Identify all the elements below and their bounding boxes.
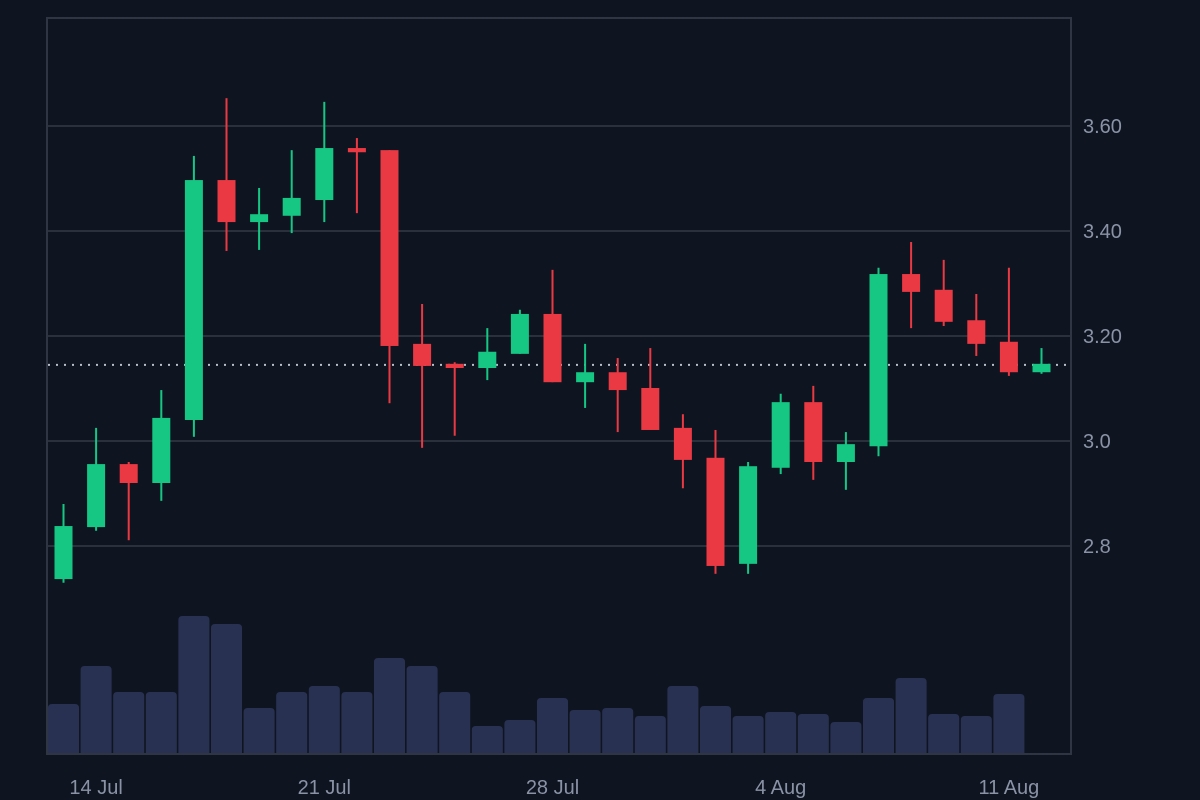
volume-bar: [863, 698, 894, 754]
x-axis-tick-label: 14 Jul: [69, 777, 122, 799]
candle-up[interactable]: [771, 393, 790, 475]
volume-bars: [48, 616, 1025, 754]
volume-bar: [700, 706, 731, 754]
candle-down[interactable]: [608, 358, 627, 433]
volume-bar: [537, 698, 568, 754]
candle-down[interactable]: [641, 348, 660, 430]
y-axis-tick-label: 2.8: [1083, 536, 1111, 558]
candle-up[interactable]: [739, 462, 758, 574]
candle-up[interactable]: [184, 155, 203, 437]
volume-bar: [797, 714, 829, 754]
candle-up[interactable]: [315, 101, 334, 223]
volume-bar: [80, 666, 112, 754]
y-axis-tick-label: 3.60: [1083, 116, 1122, 138]
volume-bar: [602, 708, 634, 754]
candle-up[interactable]: [54, 504, 73, 583]
volume-bar: [243, 708, 275, 754]
volume-bar: [471, 726, 503, 754]
candle-down[interactable]: [673, 414, 692, 489]
candle-down[interactable]: [902, 242, 921, 329]
volume-bar: [667, 686, 699, 754]
candle-up[interactable]: [1032, 348, 1051, 374]
volume-bar: [178, 616, 210, 754]
x-axis-tick-label: 4 Aug: [755, 777, 806, 799]
volume-bar: [830, 722, 862, 754]
candle-down[interactable]: [413, 303, 432, 448]
candle-down[interactable]: [543, 269, 562, 383]
candle-up[interactable]: [250, 187, 269, 250]
candle-up[interactable]: [478, 328, 497, 381]
volume-bar: [145, 692, 177, 754]
y-axis-tick-label: 3.0: [1083, 431, 1111, 453]
candle-down[interactable]: [706, 429, 725, 574]
candle-down[interactable]: [804, 385, 823, 480]
volume-bar: [439, 692, 471, 754]
candle-up[interactable]: [87, 427, 106, 531]
candle-up[interactable]: [836, 432, 855, 490]
volume-bar: [569, 710, 601, 754]
x-axis-tick-label: 11 Aug: [978, 777, 1039, 799]
x-axis[interactable]: 14 Jul 21 Jul 28 Jul 4 Aug 11 Aug: [69, 777, 1039, 799]
volume-bar: [113, 692, 145, 754]
candle-up[interactable]: [869, 267, 888, 457]
volume-bar: [276, 692, 308, 754]
volume-bar: [211, 624, 242, 754]
y-axis[interactable]: 3.60 3.40 3.20 3.0 2.8: [1083, 116, 1122, 558]
x-axis-tick-label: 21 Jul: [298, 777, 351, 799]
volume-bar: [732, 716, 764, 754]
candle-down[interactable]: [967, 294, 986, 356]
volume-bar: [993, 694, 1025, 754]
candle-down[interactable]: [445, 362, 464, 436]
y-axis-tick-label: 3.40: [1083, 221, 1122, 243]
plot-frame: [46, 17, 1072, 755]
volume-bar: [374, 658, 405, 754]
candle-up[interactable]: [152, 390, 171, 501]
candle-up[interactable]: [282, 150, 301, 234]
y-axis-tick-label: 3.20: [1083, 326, 1122, 348]
candle-down[interactable]: [934, 259, 953, 327]
volume-bar: [48, 704, 79, 754]
volume-bar: [634, 716, 666, 754]
volume-bar: [895, 678, 927, 754]
volume-bar: [960, 716, 992, 754]
volume-bar: [504, 720, 536, 754]
volume-bar: [928, 714, 960, 754]
candle-down[interactable]: [347, 138, 366, 214]
candle-down[interactable]: [999, 267, 1018, 376]
x-axis-tick-label: 28 Jul: [526, 777, 579, 799]
volume-bar: [341, 692, 373, 754]
volume-bar: [406, 666, 438, 754]
candle-down[interactable]: [119, 462, 138, 541]
volume-bar: [308, 686, 340, 754]
candles: [54, 98, 1051, 583]
candle-down[interactable]: [380, 150, 399, 404]
candle-up[interactable]: [576, 343, 595, 408]
volume-bar: [765, 712, 797, 754]
candle-up[interactable]: [510, 309, 529, 354]
candle-down[interactable]: [217, 98, 236, 251]
